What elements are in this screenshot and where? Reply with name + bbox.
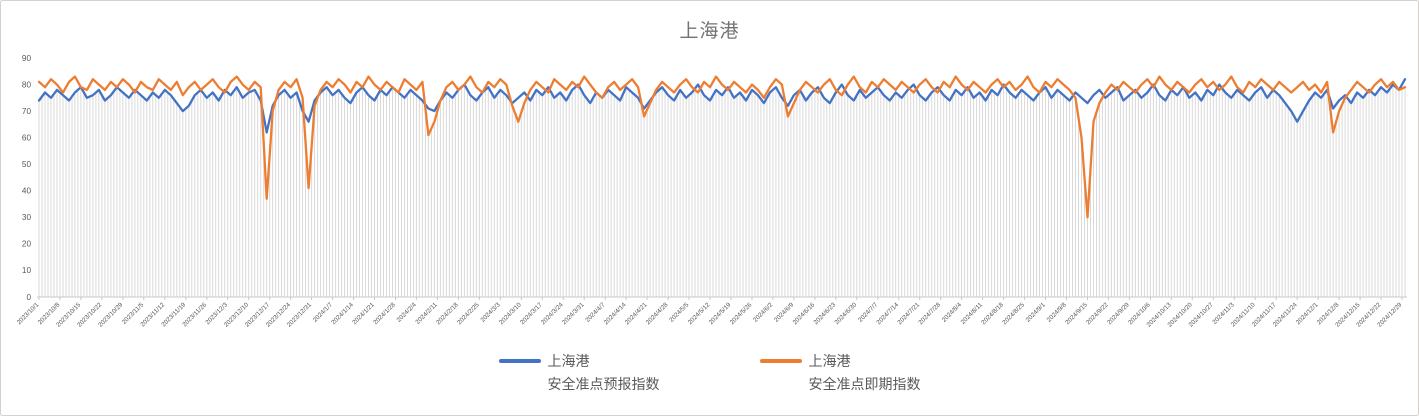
plot-area: 2023/10/12023/10/82023/10/152023/10/2220…	[16, 54, 1407, 329]
svg-text:2024/5/26: 2024/5/26	[729, 301, 754, 326]
spot-series-line-marker	[759, 359, 802, 363]
chart-title: 上海港	[679, 21, 740, 42]
svg-text:2024/1/28: 2024/1/28	[372, 301, 397, 326]
chart-legend: 上海港 安全准点预报指数 上海港 安全准点即期指数	[1, 350, 1418, 396]
legend-label: 上海港 安全准点即期指数	[809, 350, 921, 396]
legend-label-line1: 上海港	[808, 353, 851, 369]
svg-text:2024/6/30: 2024/6/30	[833, 301, 858, 326]
legend-label-line2: 安全准点即期指数	[808, 376, 921, 392]
svg-text:2024/8/25: 2024/8/25	[1001, 301, 1026, 326]
svg-text:2024/7/28: 2024/7/28	[917, 301, 942, 326]
svg-text:60: 60	[22, 134, 32, 143]
svg-text:20: 20	[22, 240, 32, 249]
forecast-series-line-marker	[498, 359, 541, 363]
svg-text:50: 50	[22, 160, 32, 169]
svg-text:30: 30	[22, 213, 32, 222]
svg-text:80: 80	[22, 80, 32, 89]
legend-label-line2: 安全准点预报指数	[547, 376, 660, 392]
svg-text:40: 40	[22, 187, 32, 196]
svg-text:2024/9/1: 2024/9/1	[1025, 301, 1048, 324]
legend-item-forecast-index: 上海港 安全准点预报指数	[498, 350, 660, 396]
svg-text:10: 10	[22, 266, 32, 275]
svg-text:2024/4/28: 2024/4/28	[645, 301, 670, 326]
svg-text:2024/2/25: 2024/2/25	[456, 301, 481, 326]
svg-text:2024/6/2: 2024/6/2	[752, 301, 775, 324]
legend-label: 上海港 安全准点预报指数	[548, 350, 660, 396]
svg-text:90: 90	[22, 54, 32, 63]
svg-text:0: 0	[26, 293, 31, 302]
svg-text:70: 70	[22, 107, 32, 116]
legend-label-line1: 上海港	[547, 353, 590, 369]
svg-text:2024/3/31: 2024/3/31	[561, 301, 586, 326]
legend-item-spot-index: 上海港 安全准点即期指数	[759, 350, 921, 396]
